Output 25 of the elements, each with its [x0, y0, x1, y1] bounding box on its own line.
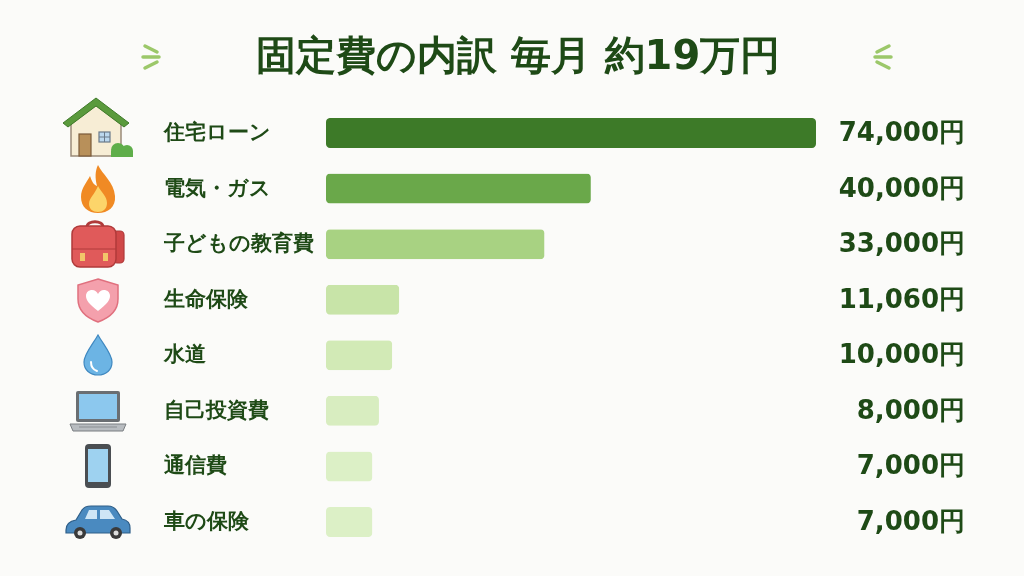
y-tick-label: 電気・ガス [163, 175, 271, 200]
data-label: 7,000円 [856, 506, 965, 537]
bar [326, 451, 373, 482]
data-label: 10,000円 [838, 339, 965, 370]
y-tick-label: 通信費 [162, 453, 227, 478]
y-tick-label: 住宅ローン [162, 119, 271, 144]
data-label: 40,000円 [838, 172, 965, 203]
bar [326, 284, 400, 315]
y-tick-label: 水道 [162, 342, 206, 367]
data-label: 11,060円 [838, 283, 965, 314]
bar [326, 340, 393, 371]
y-tick-label: 自己投資費 [163, 397, 269, 422]
y-tick-label: 車の保険 [162, 509, 250, 534]
chart-title: 固定費の内訳 毎月 約19万円 [255, 32, 781, 78]
y-tick-label: 子どもの教育費 [162, 231, 314, 256]
bar [326, 395, 379, 426]
data-label: 7,000円 [856, 450, 965, 481]
bar [326, 229, 545, 260]
data-label: 8,000円 [856, 394, 965, 425]
bar [326, 117, 816, 148]
y-tick-label: 生命保険 [162, 286, 249, 311]
data-label: 74,000円 [838, 116, 965, 147]
bar [326, 507, 373, 538]
data-label: 33,000円 [838, 228, 965, 259]
bar [326, 173, 591, 204]
